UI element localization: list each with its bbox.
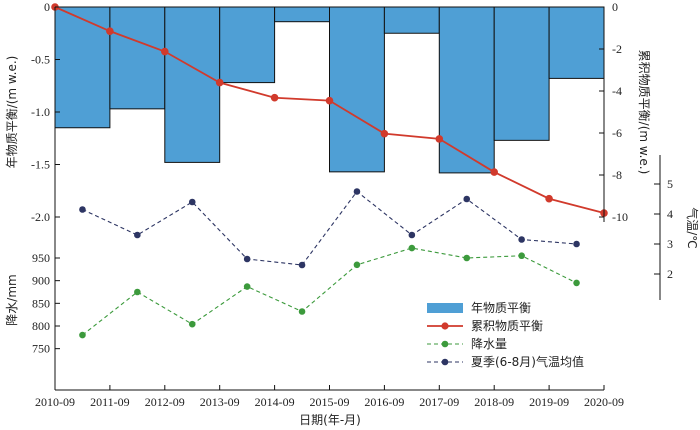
temperature-series <box>79 188 580 269</box>
temperature-point <box>408 231 416 239</box>
annual-y-axis-title: 年物质平衡/(m w.e.) <box>5 56 19 169</box>
annual-y-tick-label: -1.0 <box>31 105 50 119</box>
cumulative-y-tick-label: 0 <box>612 0 618 14</box>
precipitation-point <box>79 331 86 339</box>
precip-y-tick-label: 950 <box>32 251 50 265</box>
x-tick-label: 2012-09 <box>145 395 185 409</box>
x-tick-label: 2020-09 <box>584 395 624 409</box>
annual-balance-bar <box>548 6 605 79</box>
cumulative-y-tick-label: -4 <box>612 84 622 98</box>
precip-y-axis-title: 降水/mm <box>5 274 19 325</box>
cumulative-y-tick-label: -6 <box>612 126 622 140</box>
cumulative-point <box>380 129 389 138</box>
annual-balance-bar <box>329 6 385 173</box>
cumulative-point <box>270 93 279 102</box>
x-tick-label: 2019-09 <box>529 395 569 409</box>
temperature-point <box>573 240 580 248</box>
precipitation-point <box>243 283 251 290</box>
annual-y-tick-label: -1.5 <box>31 158 50 172</box>
cumulative-point <box>161 47 169 56</box>
x-tick-label: 2016-09 <box>364 395 404 409</box>
temperature-point <box>463 195 471 203</box>
annual-balance-bar <box>383 6 440 34</box>
annual-balance-bar <box>493 6 550 141</box>
precip-y-tick-label: 850 <box>32 296 50 310</box>
x-tick-label: 2015-09 <box>310 395 350 409</box>
annual-balance-bar <box>109 6 166 110</box>
precipitation-point <box>408 244 416 252</box>
cumulative-point <box>215 78 224 87</box>
cumulative-y-tick-label: -8 <box>612 168 622 182</box>
precipitation-point <box>353 261 361 269</box>
annual-y-tick-label: 0 <box>44 0 50 14</box>
precipitation-point <box>298 308 306 315</box>
precipitation-point <box>134 288 141 296</box>
annual-balance-bar <box>274 6 331 23</box>
temperature-point <box>79 206 86 213</box>
temperature-y-tick-label: 2 <box>667 267 673 281</box>
annual-balance-bar <box>164 6 221 163</box>
x-tick-label: 2013-09 <box>200 395 240 409</box>
precipitation-line <box>82 247 577 336</box>
legend-label: 年物质平衡 <box>471 301 531 315</box>
precip-y-tick-label: 800 <box>32 319 50 333</box>
temperature-y-tick-label: 5 <box>667 177 673 191</box>
cumulative-point <box>106 27 114 35</box>
cumulative-point <box>435 135 444 143</box>
cumulative-point <box>325 96 334 105</box>
annual-balance-bar <box>219 6 276 84</box>
temperature-point <box>298 261 306 269</box>
x-tick-label: 2018-09 <box>474 395 514 409</box>
precipitation-point <box>573 279 580 287</box>
precipitation-series <box>79 244 580 339</box>
cumulative-point <box>545 194 553 203</box>
legend-label: 累积物质平衡 <box>471 319 543 333</box>
cumulative-y-axis-title: 累积物质平衡/(m w.e.) <box>637 50 651 175</box>
legend-marker-cumulative <box>441 322 449 330</box>
precipitation-point <box>188 320 196 328</box>
temperature-line <box>82 190 577 266</box>
annual-balance-bar <box>438 6 495 174</box>
x-tick-label: 2011-09 <box>90 395 130 409</box>
x-axis-title: 日期(年-月) <box>299 413 361 427</box>
cumulative-y-tick-label: -2 <box>612 42 622 56</box>
cumulative-balance-series <box>51 3 608 217</box>
x-tick-label: 2017-09 <box>419 395 459 409</box>
legend-label: 降水量 <box>471 337 507 351</box>
annual-y-tick-label: -0.5 <box>31 53 50 67</box>
annual-y-tick-label: -2.0 <box>31 210 50 224</box>
precip-y-tick-label: 900 <box>32 274 50 288</box>
temperature-point <box>243 255 251 263</box>
legend-marker-temperature <box>441 358 449 366</box>
temperature-point <box>134 231 141 239</box>
temperature-point <box>518 236 525 243</box>
temperature-y-tick-label: 3 <box>667 237 673 251</box>
legend-swatch-annual <box>427 303 463 313</box>
legend-label: 夏季(6-8月)气温均值 <box>471 354 584 369</box>
temperature-y-axis-title: 气温/℃ <box>685 207 700 249</box>
legend-marker-precipitation <box>441 340 449 348</box>
x-tick-label: 2014-09 <box>255 395 295 409</box>
precipitation-point <box>463 254 471 262</box>
temperature-y-tick-label: 4 <box>667 207 673 221</box>
precipitation-point <box>518 252 525 260</box>
annual-balance-bars <box>54 6 605 174</box>
precip-y-tick-label: 750 <box>32 342 50 356</box>
temperature-point <box>353 188 361 195</box>
temperature-point <box>188 198 196 206</box>
cumulative-y-tick-label: -10 <box>612 210 628 224</box>
axes: 2010-09 2011-09 2012-09 2013-09 2014-09 2015-… <box>5 0 700 427</box>
annual-balance-bar <box>54 6 111 129</box>
cumulative-point <box>490 168 499 176</box>
x-tick-label: 2010-09 <box>35 395 75 409</box>
